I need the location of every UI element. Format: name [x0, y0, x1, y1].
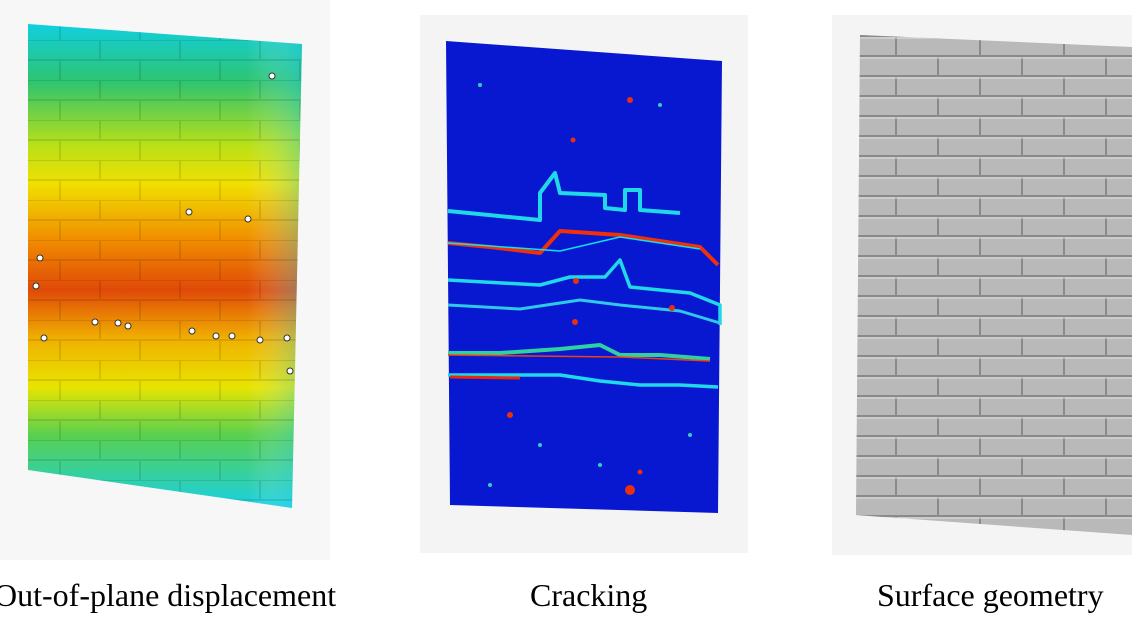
surface-panel	[832, 15, 1132, 555]
cracking-panel	[420, 15, 748, 553]
caption-surface-geometry: Surface geometry	[877, 577, 1104, 613]
surface-image	[832, 15, 1132, 555]
cracking-image	[420, 15, 748, 553]
displacement-panel	[0, 0, 330, 560]
caption-cracking: Cracking	[530, 577, 648, 613]
displacement-image	[0, 0, 330, 560]
caption-displacement: Out-of-plane displacement	[0, 577, 337, 613]
